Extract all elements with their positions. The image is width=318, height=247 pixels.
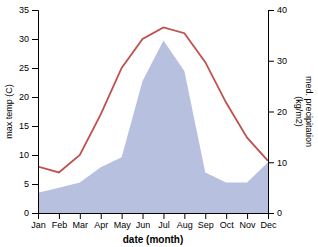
tick-label: 30: [277, 56, 287, 66]
tick: 40: [268, 5, 287, 15]
tick-label: 0: [24, 208, 29, 218]
tick: Nov: [240, 213, 257, 230]
tick-mark: [143, 213, 144, 219]
tick-mark: [226, 213, 227, 219]
area: [38, 40, 268, 213]
tick-label: Jan: [31, 220, 46, 230]
tick-label: Mar: [73, 220, 89, 230]
tick-label: Dec: [260, 220, 277, 230]
tick-label: May: [114, 220, 132, 230]
tick: 30: [19, 34, 38, 44]
tick-label: Sep: [198, 220, 214, 230]
tick: Dec: [260, 213, 277, 230]
tick-mark: [268, 10, 274, 11]
tick-mark: [32, 155, 38, 156]
tick-mark: [32, 213, 38, 214]
tick-mark: [101, 213, 102, 219]
tick-mark: [205, 213, 206, 219]
y2-axis: 0 10 20 30 40: [268, 5, 287, 218]
plot: JanFebMarAprMayJunJulAugSepOctNovDec0510…: [4, 5, 314, 245]
tick-mark: [122, 213, 123, 219]
tick-mark: [80, 213, 81, 219]
tick: 10: [268, 158, 287, 168]
x-axis: Jan Feb Mar Apr May Jun Jul Aug Sep Oct NovDec: [31, 213, 277, 230]
y2-axis-title-line: med. precipitation: [304, 76, 314, 147]
tick-label: 30: [19, 34, 29, 44]
tick: Jan: [31, 213, 46, 230]
tick-mark: [32, 126, 38, 127]
tick-mark: [32, 10, 38, 11]
y2-axis-title: med. precipitation(kg/m2): [294, 76, 314, 147]
tick: Mar: [73, 213, 89, 230]
tick-label: Apr: [94, 220, 108, 230]
tick: Jul: [158, 213, 170, 230]
tick-label: 20: [277, 107, 287, 117]
tick-label: 25: [19, 63, 29, 73]
line: [38, 27, 268, 172]
tick: 35: [19, 5, 38, 15]
tick-mark: [59, 213, 60, 219]
axis-line: [32, 11, 39, 214]
tick-label: 35: [19, 5, 29, 15]
tick-label: Aug: [177, 220, 193, 230]
tick-label: Nov: [240, 220, 257, 230]
chart-container: JanFebMarAprMayJunJulAugSepOctNovDec0510…: [0, 0, 318, 247]
tick-mark: [268, 213, 274, 214]
tick-mark: [32, 184, 38, 185]
tick-mark: [32, 39, 38, 40]
tick-label: Feb: [52, 220, 68, 230]
axis-line: [39, 214, 269, 220]
tick: Oct: [220, 213, 235, 230]
tick-label: Jul: [158, 220, 170, 230]
tick-mark: [268, 112, 274, 113]
tick: 10: [19, 150, 38, 160]
tick: May: [114, 213, 132, 230]
tick-label: 0: [277, 208, 282, 218]
x-axis-title: date (month): [123, 234, 184, 245]
tick-label: 20: [19, 92, 29, 102]
tick: 20: [268, 107, 287, 117]
tick-label: Oct: [220, 220, 235, 230]
tick-mark: [268, 162, 274, 163]
y-axis-title: max temp (C): [4, 84, 14, 139]
tick: 0: [268, 208, 282, 218]
tick-label: 10: [277, 158, 287, 168]
tick: 15: [19, 121, 38, 131]
tick-label: Jun: [136, 220, 151, 230]
tick: 25: [19, 63, 38, 73]
tick: Sep: [198, 213, 214, 230]
tick: Feb: [52, 213, 68, 230]
tick: 20: [19, 92, 38, 102]
tick: Apr: [94, 213, 108, 230]
tick-mark: [268, 61, 274, 62]
tick: 30: [268, 56, 287, 66]
tick-mark: [32, 68, 38, 69]
tick: Jun: [136, 213, 151, 230]
tick-mark: [163, 213, 164, 219]
tick: 5: [24, 179, 38, 189]
y-axis: 0 5 10 15 20 25 30 35: [19, 5, 39, 218]
tick-label: 40: [277, 5, 287, 15]
tick-label: 15: [19, 121, 29, 131]
tick: 0: [24, 208, 38, 218]
chart: JanFebMarAprMayJunJulAugSepOctNovDec0510…: [0, 0, 318, 247]
marks: [38, 27, 268, 213]
tick-mark: [184, 213, 185, 219]
tick-label: 5: [24, 179, 29, 189]
tick-mark: [247, 213, 248, 219]
tick-label: 10: [19, 150, 29, 160]
tick-mark: [32, 97, 38, 98]
axis-line: [269, 11, 275, 214]
y2-axis-title-line: (kg/m2): [294, 96, 304, 127]
tick: Aug: [177, 213, 193, 230]
